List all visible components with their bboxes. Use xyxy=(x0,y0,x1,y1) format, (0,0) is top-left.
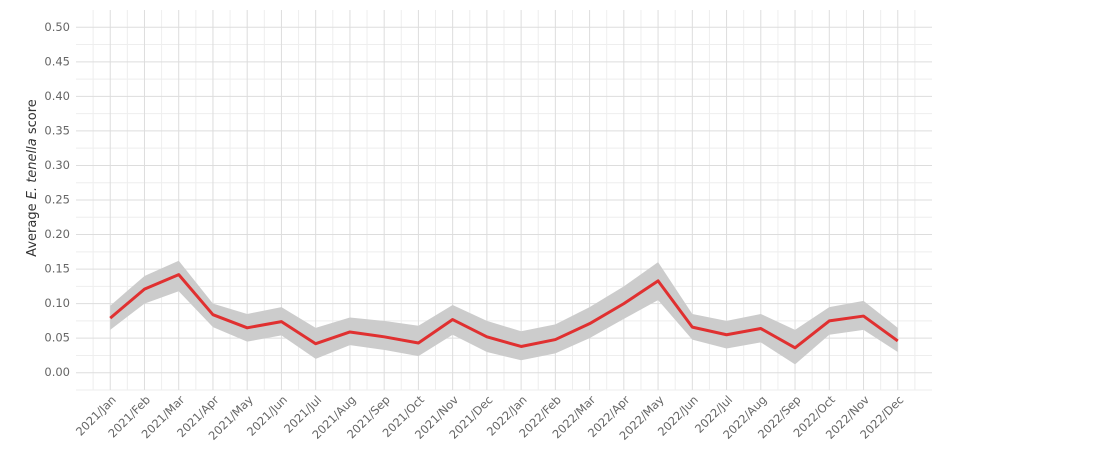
y-axis-label: Average E. tenella score xyxy=(25,99,40,257)
y-tick-label: 0.30 xyxy=(44,158,70,172)
y-tick-label: 0.25 xyxy=(44,193,70,207)
y-label-prefix: Average xyxy=(25,199,40,257)
y-tick-label: 0.05 xyxy=(44,331,70,345)
y-label-italic: E. tenella xyxy=(25,138,40,199)
y-tick-label: 0.45 xyxy=(44,54,70,68)
y-tick-label: 0.15 xyxy=(44,262,70,276)
y-tick-label: 0.40 xyxy=(44,89,70,103)
y-tick-label: 0.50 xyxy=(44,20,70,34)
y-label-suffix: score xyxy=(25,99,40,138)
y-tick-label: 0.00 xyxy=(44,365,70,379)
y-tick-label: 0.20 xyxy=(44,227,70,241)
line xyxy=(109,273,899,350)
y-tick-label: 0.35 xyxy=(44,123,70,137)
y-tick-label: 0.10 xyxy=(44,296,70,310)
